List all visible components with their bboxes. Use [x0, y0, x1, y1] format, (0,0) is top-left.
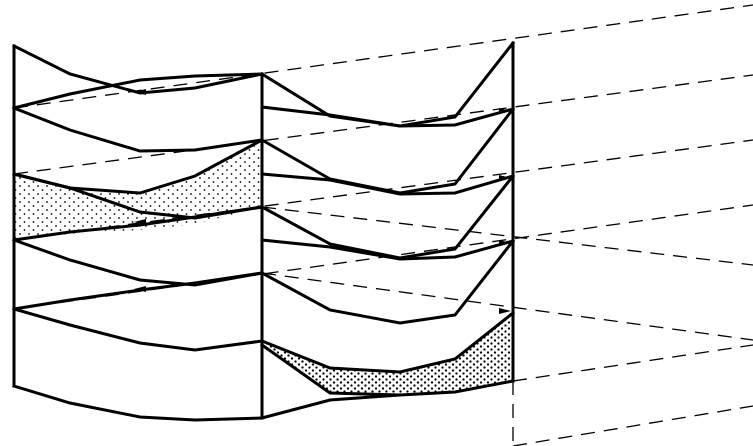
left-chevron-6 [14, 309, 262, 350]
right-chevron-2 [262, 109, 513, 193]
dashed-line-8 [513, 406, 753, 446]
lower-right-stippled-band [262, 313, 513, 395]
left-chevron-2 [14, 108, 262, 151]
left-chevron-7 [14, 386, 262, 420]
right-trough-1 [262, 107, 513, 126]
dashed-line-7 [513, 345, 753, 381]
right-trough-3 [262, 240, 513, 259]
left-chevron-1 [14, 46, 262, 93]
right-chevron-4 [262, 241, 513, 323]
chevron-layers [14, 43, 513, 420]
dashed-line-1 [14, 5, 753, 108]
arrowhead-5 [499, 308, 511, 314]
